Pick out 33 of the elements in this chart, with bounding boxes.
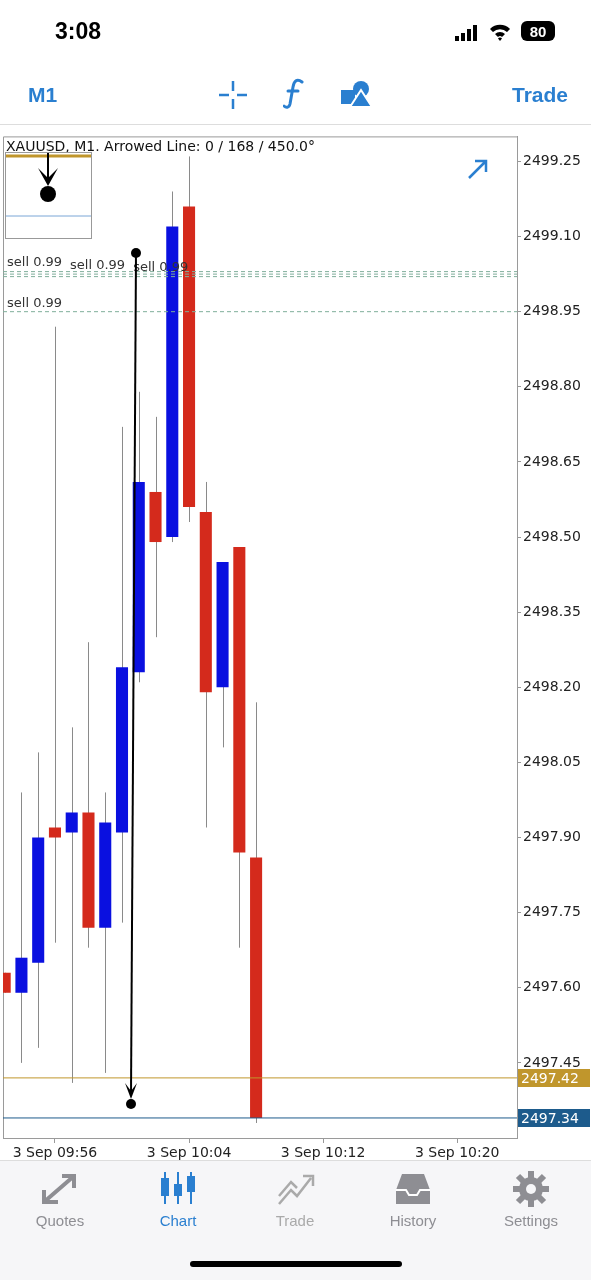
y-tick-label: 2497.60 xyxy=(523,978,581,995)
y-tick-label: 2499.25 xyxy=(523,152,581,169)
y-tick-label: 2498.35 xyxy=(523,602,581,619)
y-tick-label: 2498.20 xyxy=(523,677,581,694)
text: M1 xyxy=(28,83,58,107)
y-tick-label: 2497.75 xyxy=(523,903,581,920)
ref-line-label: sell 0.99 xyxy=(7,294,63,310)
ref-line-label: 2497.42 xyxy=(521,1069,579,1086)
x-tick-label: 3 Sep 09:56 xyxy=(12,1144,98,1161)
text: History xyxy=(388,1212,438,1229)
text: Settings xyxy=(502,1212,560,1229)
y-tick-label: 2497.90 xyxy=(523,828,581,845)
x-tick-label: 3 Sep 10:04 xyxy=(146,1144,232,1161)
y-tick-label: 2498.50 xyxy=(523,527,581,544)
y-tick-label: 2497.45 xyxy=(523,1053,581,1070)
x-tick-label: 3 Sep 10:12 xyxy=(280,1144,366,1161)
y-tick-label: 2498.65 xyxy=(523,452,581,469)
x-tick-label: 3 Sep 10:20 xyxy=(414,1144,500,1161)
text: Trade xyxy=(512,83,569,107)
candlestick xyxy=(48,326,61,944)
y-tick-label: 2498.05 xyxy=(523,753,581,770)
ref-line-label: sell 0.99 xyxy=(70,256,126,272)
text: Chart xyxy=(158,1212,198,1229)
candlestick xyxy=(65,726,78,1084)
text: Quotes xyxy=(34,1212,86,1229)
y-tick-label: 2498.80 xyxy=(523,377,581,394)
y-tick-label: 2498.95 xyxy=(523,302,581,319)
y-tick-label: 2499.10 xyxy=(523,227,581,244)
ref-line-label: 2497.34 xyxy=(521,1109,579,1126)
text: Trade xyxy=(274,1212,316,1229)
ref-line-label: sell 0.99 xyxy=(7,254,63,270)
chart-title: XAUUSD, M1. Arrowed Line: 0 / 168 / 450.0° xyxy=(6,138,315,155)
text: 3:08 xyxy=(55,18,102,45)
